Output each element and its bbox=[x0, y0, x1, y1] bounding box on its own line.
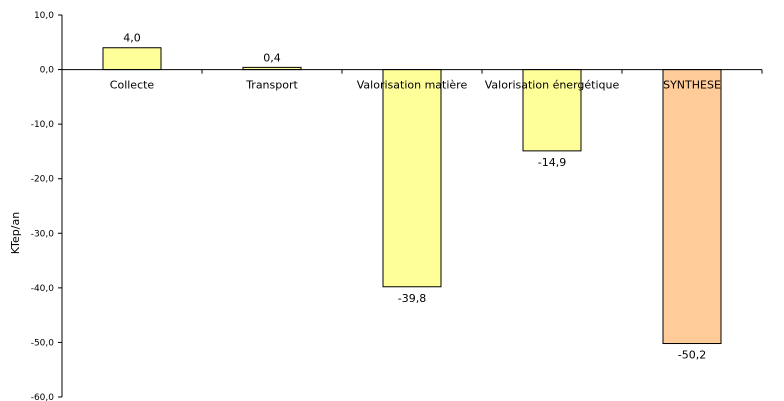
category-labels: Collecte Transport Valorisation matière Val… bbox=[110, 79, 721, 92]
category-label: Transport bbox=[245, 79, 298, 92]
y-tick-label: 10,0 bbox=[34, 11, 54, 21]
category-label: SYNTHESE bbox=[663, 79, 721, 92]
category-label: Valorisation matière bbox=[357, 79, 468, 92]
y-axis: 10,0 0,0 -10,0 -20,0 -30,0 -40,0 -50,0 -60,0 bbox=[31, 11, 63, 401]
data-label: -14,9 bbox=[538, 156, 566, 169]
data-label: 0,4 bbox=[263, 51, 281, 64]
y-tick-label: 0,0 bbox=[40, 66, 55, 76]
data-label: -39,8 bbox=[398, 292, 426, 305]
y-tick-label: -40,0 bbox=[31, 284, 55, 294]
y-tick-label: -30,0 bbox=[31, 229, 55, 239]
y-tick-label: -60,0 bbox=[31, 393, 55, 401]
bars bbox=[102, 47, 722, 345]
x-axis bbox=[62, 69, 763, 74]
data-labels: 4,0 0,4 -39,8 -14,9 -50,2 bbox=[123, 32, 706, 362]
y-tick-label: -10,0 bbox=[31, 120, 55, 130]
y-axis-title: KTep/an bbox=[9, 212, 22, 254]
data-label: -50,2 bbox=[678, 349, 706, 362]
bar bbox=[662, 69, 722, 345]
category-label: Valorisation énergétique bbox=[485, 79, 620, 92]
data-label: 4,0 bbox=[123, 32, 141, 45]
category-label: Collecte bbox=[110, 79, 155, 92]
bar bbox=[102, 47, 162, 71]
y-tick-label: -20,0 bbox=[31, 175, 55, 185]
bar bbox=[382, 69, 442, 288]
y-tick-label: -50,0 bbox=[31, 338, 55, 348]
